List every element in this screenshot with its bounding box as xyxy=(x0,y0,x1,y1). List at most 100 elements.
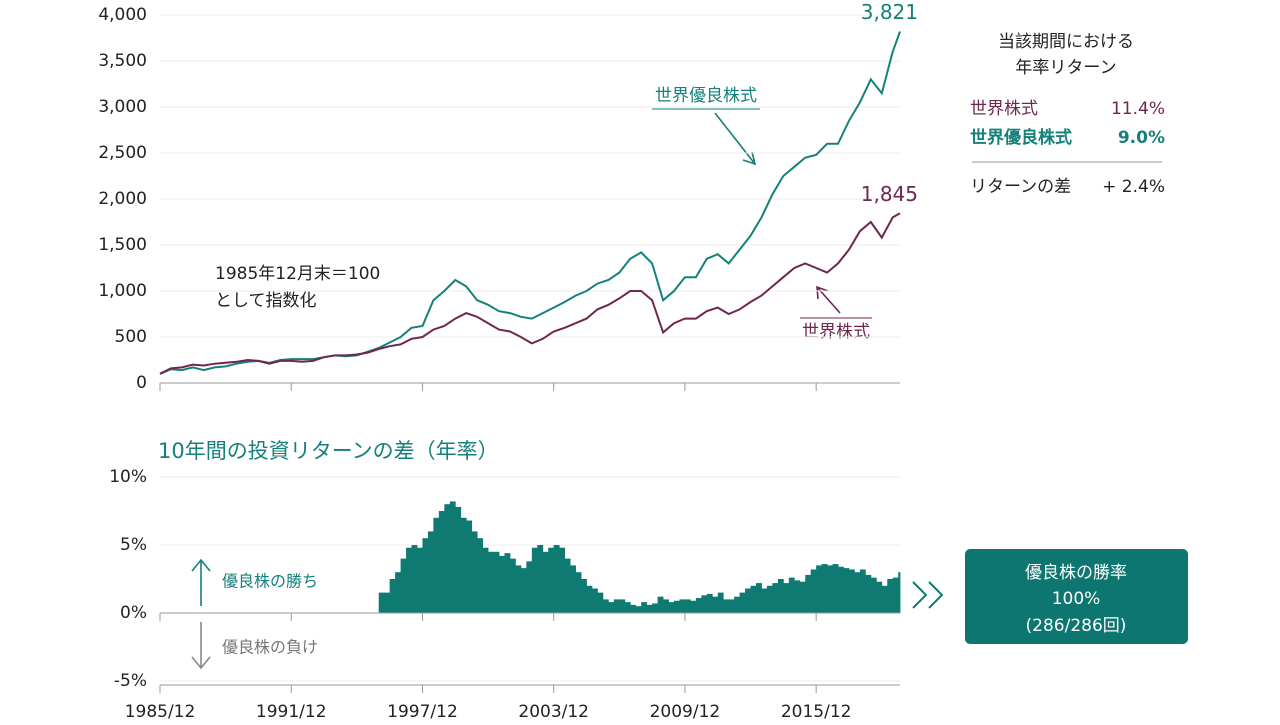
summary-diff-label: リターンの差 xyxy=(970,177,1071,197)
bar xyxy=(832,564,839,613)
y-tick-label: 0 xyxy=(136,373,147,393)
bar xyxy=(783,583,790,613)
bar xyxy=(624,602,631,613)
y-tick-label: -5% xyxy=(114,671,147,691)
bar xyxy=(679,599,686,613)
bar xyxy=(406,547,412,613)
y-tick-label: 2,500 xyxy=(98,143,147,163)
bar xyxy=(684,599,691,613)
summary-title: 年率リターン xyxy=(1015,58,1116,78)
bar xyxy=(597,592,604,613)
bar xyxy=(575,572,582,613)
y-tick-label: 4,000 xyxy=(98,5,147,25)
bar xyxy=(805,574,812,613)
bar xyxy=(745,588,751,613)
bar xyxy=(433,517,440,613)
bar xyxy=(613,599,620,613)
end-label: 1,845 xyxy=(861,182,918,206)
bar xyxy=(652,603,658,613)
bar xyxy=(690,600,697,613)
summary-name: 世界株式 xyxy=(970,99,1038,119)
bar xyxy=(777,579,784,613)
bar xyxy=(728,599,735,613)
label-arrow xyxy=(714,112,757,166)
bar xyxy=(444,504,451,613)
bar xyxy=(843,568,850,613)
bar xyxy=(619,599,626,613)
x-tick-label: 2003/12 xyxy=(518,702,589,722)
bar xyxy=(838,566,844,613)
y-tick-label: 10% xyxy=(109,467,147,487)
bar xyxy=(756,583,762,613)
bar xyxy=(395,572,401,613)
bar xyxy=(898,572,901,613)
x-tick-label: 1997/12 xyxy=(387,702,458,722)
bar xyxy=(389,579,396,613)
bar xyxy=(750,585,757,613)
bar xyxy=(641,602,648,613)
bar xyxy=(848,569,855,613)
bar xyxy=(810,569,817,613)
bar xyxy=(559,547,566,613)
summary-value: 11.4% xyxy=(1111,99,1165,119)
bar xyxy=(384,592,391,613)
y-tick-label: 0% xyxy=(120,603,147,623)
series-line xyxy=(159,212,901,375)
bar xyxy=(706,593,713,613)
lose-label: 優良株の負け xyxy=(222,638,318,657)
summary-title: 当該期間における xyxy=(998,32,1134,52)
bar xyxy=(761,588,768,613)
y-tick-label: 1,000 xyxy=(98,281,147,301)
bar xyxy=(827,565,833,613)
bar xyxy=(881,585,888,613)
bar xyxy=(701,595,708,613)
series-label: 世界優良株式 xyxy=(655,86,757,106)
bar xyxy=(717,592,724,613)
bar xyxy=(438,511,445,613)
bar xyxy=(712,596,719,613)
x-tick-label: 1991/12 xyxy=(256,702,327,722)
bar xyxy=(876,581,883,613)
bar xyxy=(499,555,505,613)
bar xyxy=(466,520,473,613)
bar xyxy=(526,561,533,613)
bar xyxy=(400,558,407,613)
bar xyxy=(859,569,866,613)
annotation: 1985年12月末＝100 xyxy=(215,264,380,284)
box-text: 100% xyxy=(1052,589,1101,609)
bar xyxy=(553,545,560,613)
bar xyxy=(646,604,653,613)
bar xyxy=(608,602,615,613)
bar xyxy=(794,580,801,613)
bar xyxy=(520,568,527,613)
bar xyxy=(668,602,675,613)
lose-arrow xyxy=(191,622,211,670)
bar xyxy=(635,606,642,613)
bar xyxy=(460,517,467,613)
bar xyxy=(488,551,494,613)
bar xyxy=(695,598,702,613)
y-tick-label: 2,000 xyxy=(98,189,147,209)
bar xyxy=(870,577,877,613)
bar xyxy=(887,579,894,613)
bar xyxy=(788,577,795,613)
summary-value: 9.0% xyxy=(1118,128,1165,148)
win-rate-box xyxy=(965,549,1188,644)
chevrons xyxy=(912,581,944,609)
bar xyxy=(427,531,434,613)
end-label: 3,821 xyxy=(861,0,918,24)
bar xyxy=(854,572,861,613)
bar xyxy=(799,581,806,613)
bar xyxy=(581,579,587,613)
x-tick-label: 2009/12 xyxy=(650,702,721,722)
bar xyxy=(570,565,576,613)
series-line xyxy=(159,31,901,375)
bar xyxy=(892,577,899,613)
summary-diff-value: + 2.4% xyxy=(1102,177,1165,197)
annotation: として指数化 xyxy=(215,291,317,311)
y-tick-label: 3,500 xyxy=(98,51,147,71)
bar xyxy=(591,588,598,613)
bar xyxy=(416,547,423,613)
y-tick-label: 500 xyxy=(115,327,147,347)
